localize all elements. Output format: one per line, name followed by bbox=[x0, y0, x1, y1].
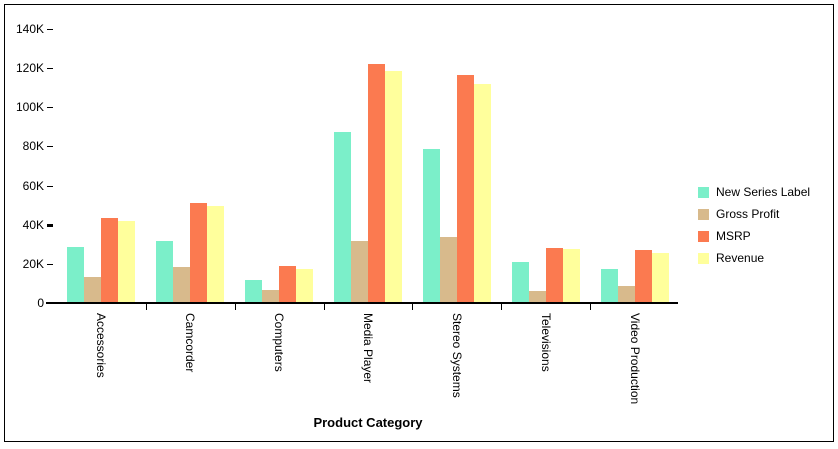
bar-revenue bbox=[207, 206, 225, 303]
y-tick-mark bbox=[47, 146, 53, 148]
x-boundary-tick bbox=[235, 304, 236, 310]
legend-label: New Series Label bbox=[716, 185, 811, 199]
bar-new-series-label bbox=[600, 269, 618, 303]
plot-area bbox=[57, 29, 679, 303]
legend-swatch-icon bbox=[698, 230, 709, 242]
bar-gross-profit bbox=[262, 290, 280, 303]
y-tick-label: 80K bbox=[22, 139, 44, 154]
x-boundary-tick bbox=[324, 304, 325, 310]
y-tick-mark bbox=[47, 223, 53, 227]
x-category-label: Stereo Systems bbox=[450, 313, 464, 398]
bar-new-series-label bbox=[511, 262, 529, 303]
y-tick-label: 40K bbox=[22, 217, 44, 232]
bar-revenue bbox=[118, 221, 136, 303]
bar-msrp bbox=[101, 218, 119, 303]
bar-group-stereo-systems bbox=[412, 29, 501, 303]
bar-gross-profit bbox=[173, 267, 191, 303]
legend-item: Revenue bbox=[698, 247, 810, 269]
legend-item: New Series Label bbox=[698, 181, 810, 203]
x-axis-line bbox=[46, 302, 678, 304]
y-tick-mark bbox=[47, 29, 53, 30]
bar-new-series-label bbox=[245, 280, 263, 303]
bar-msrp bbox=[545, 248, 563, 303]
legend-swatch-icon bbox=[698, 208, 709, 220]
bar-group-accessories bbox=[57, 29, 146, 303]
bar-new-series-label bbox=[67, 247, 85, 303]
bar-gross-profit bbox=[84, 277, 102, 303]
bar-msrp bbox=[456, 75, 474, 303]
legend: New Series Label Gross Profit MSRP Revenue bbox=[698, 181, 810, 269]
y-tick-label: 120K bbox=[15, 61, 44, 76]
legend-item: Gross Profit bbox=[698, 203, 810, 225]
bar-new-series-label bbox=[156, 241, 174, 303]
bar-group-video-production bbox=[590, 29, 679, 303]
bar-gross-profit bbox=[439, 237, 457, 303]
x-boundary-tick bbox=[590, 304, 591, 310]
x-boundary-tick bbox=[412, 304, 413, 310]
x-axis-title: Product Category bbox=[313, 415, 423, 430]
bar-revenue bbox=[473, 84, 491, 303]
bar-msrp bbox=[634, 250, 652, 303]
x-category-label: Televisions bbox=[539, 313, 553, 372]
bar-msrp bbox=[279, 266, 297, 303]
bar-msrp bbox=[367, 64, 385, 303]
bar-revenue bbox=[651, 253, 669, 303]
y-tick-label: 0 bbox=[37, 296, 44, 310]
y-tick-mark bbox=[47, 185, 53, 187]
bar-group-media-player bbox=[324, 29, 413, 303]
bar-group-televisions bbox=[501, 29, 590, 303]
bar-group-camcorder bbox=[146, 29, 235, 303]
bar-new-series-label bbox=[333, 132, 351, 303]
y-tick-mark bbox=[47, 68, 53, 70]
legend-label: Revenue bbox=[716, 251, 765, 265]
bar-new-series-label bbox=[422, 149, 440, 303]
legend-label: MSRP bbox=[716, 229, 751, 243]
y-tick-label: 140K bbox=[15, 22, 44, 36]
y-tick-mark bbox=[47, 107, 53, 109]
bar-revenue bbox=[562, 249, 580, 303]
bar-revenue bbox=[296, 269, 314, 303]
bar-gross-profit bbox=[617, 286, 635, 303]
x-category-label: Accessories bbox=[94, 313, 108, 378]
legend-label: Gross Profit bbox=[716, 207, 780, 221]
y-tick-label: 60K bbox=[22, 178, 44, 193]
x-category-label: Computers bbox=[272, 313, 286, 372]
x-category-label: Video Production bbox=[628, 313, 642, 405]
bar-msrp bbox=[190, 203, 208, 303]
legend-item: MSRP bbox=[698, 225, 810, 247]
y-tick-label: 100K bbox=[15, 100, 44, 115]
bar-group-computers bbox=[235, 29, 324, 303]
legend-swatch-icon bbox=[698, 186, 709, 198]
y-tick-mark bbox=[47, 303, 53, 304]
bar-revenue bbox=[384, 71, 402, 303]
y-tick-label: 20K bbox=[22, 256, 44, 271]
x-category-label: Media Player bbox=[361, 313, 375, 384]
bar-gross-profit bbox=[528, 291, 546, 303]
x-boundary-tick bbox=[501, 304, 502, 310]
bar-gross-profit bbox=[350, 241, 368, 303]
legend-swatch-icon bbox=[698, 252, 709, 264]
y-tick-mark bbox=[47, 263, 53, 265]
x-boundary-tick bbox=[146, 304, 147, 310]
x-category-label: Camcorder bbox=[183, 313, 197, 373]
